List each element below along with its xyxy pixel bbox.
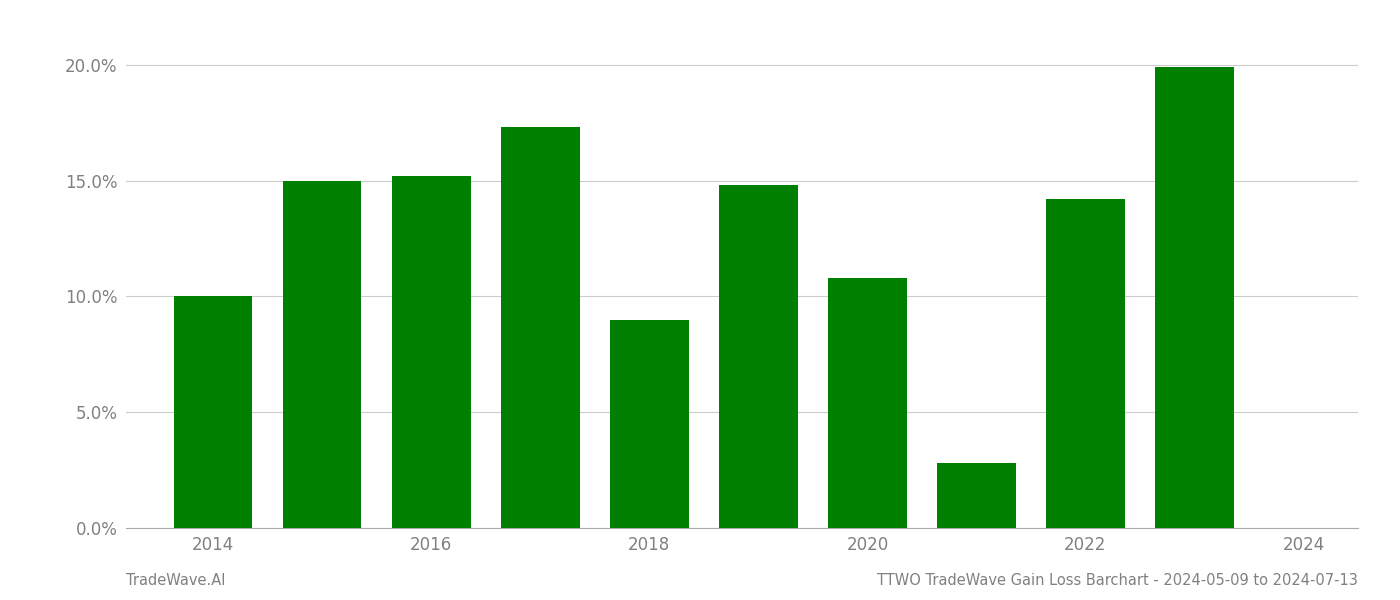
Bar bbox=[1155, 67, 1233, 528]
Bar bbox=[1046, 199, 1124, 528]
Bar bbox=[720, 185, 798, 528]
Bar bbox=[610, 320, 689, 528]
Bar bbox=[937, 463, 1015, 528]
Bar bbox=[174, 296, 252, 528]
Bar bbox=[501, 127, 580, 528]
Text: TradeWave.AI: TradeWave.AI bbox=[126, 573, 225, 588]
Text: TTWO TradeWave Gain Loss Barchart - 2024-05-09 to 2024-07-13: TTWO TradeWave Gain Loss Barchart - 2024… bbox=[878, 573, 1358, 588]
Bar bbox=[283, 181, 361, 528]
Bar bbox=[392, 176, 470, 528]
Bar bbox=[829, 278, 907, 528]
